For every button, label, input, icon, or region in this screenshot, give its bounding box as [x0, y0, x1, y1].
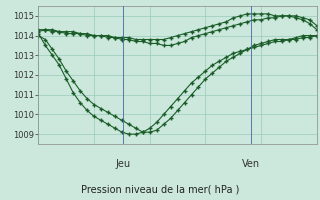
Text: Jeu: Jeu [116, 159, 131, 169]
Text: Ven: Ven [242, 159, 260, 169]
Text: Pression niveau de la mer( hPa ): Pression niveau de la mer( hPa ) [81, 185, 239, 195]
